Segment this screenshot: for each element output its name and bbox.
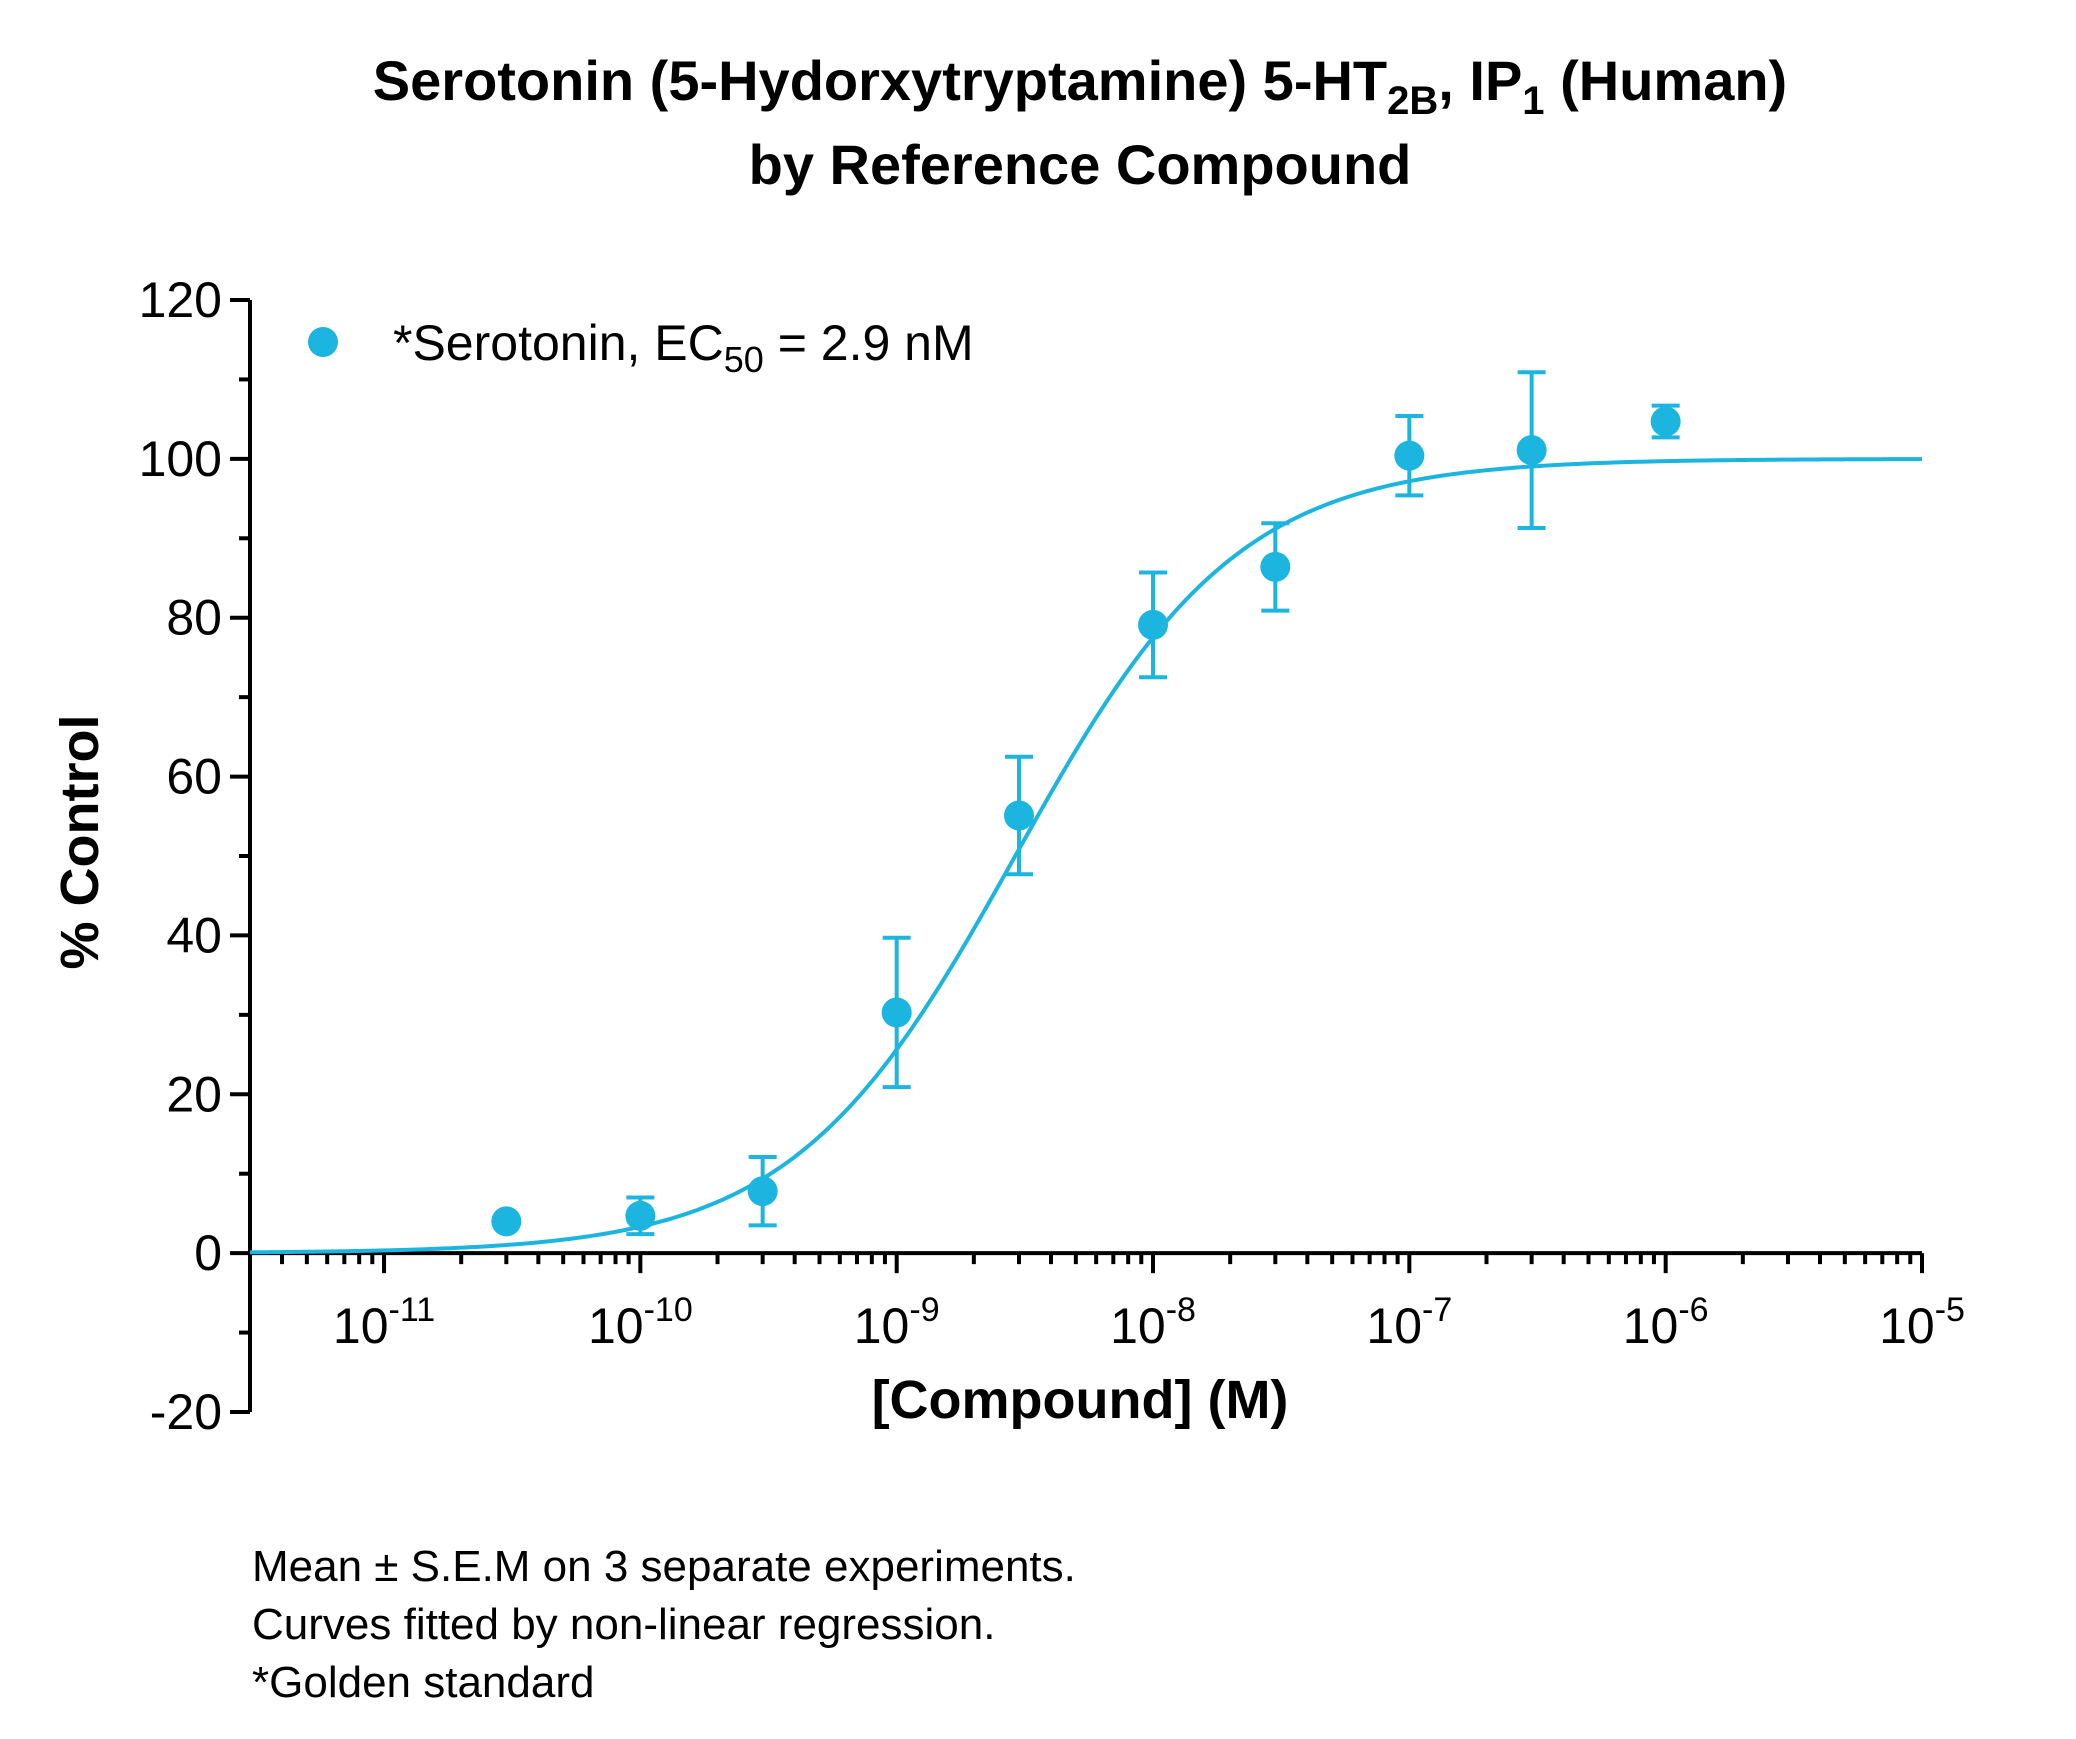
data-point xyxy=(491,1206,522,1237)
legend: *Serotonin, EC50 = 2.9 nM xyxy=(308,315,974,380)
legend-marker xyxy=(308,327,338,357)
y-tick-label: -20 xyxy=(150,1384,222,1440)
data-points-layer xyxy=(491,370,1681,1237)
data-point xyxy=(747,1176,778,1207)
y-tick-label: 100 xyxy=(139,431,222,487)
y-tick-label: 20 xyxy=(166,1066,222,1122)
x-tick-label: 10-9 xyxy=(854,1291,940,1354)
y-tick-label: 120 xyxy=(139,272,222,328)
x-tick-label: 10-11 xyxy=(333,1291,435,1354)
legend-label: *Serotonin, EC50 = 2.9 nM xyxy=(393,315,974,380)
footnote-line: Mean ± S.E.M on 3 separate experiments. xyxy=(252,1542,1076,1591)
data-point xyxy=(1516,435,1547,466)
data-point xyxy=(1138,609,1169,640)
footnote-line: *Golden standard xyxy=(252,1658,595,1707)
x-tick-label: 10-5 xyxy=(1879,1291,1965,1354)
chart-title-line1: Serotonin (5-Hydorxytryptamine) 5-HT2B, … xyxy=(373,49,1787,123)
x-tick-label: 10-6 xyxy=(1623,1291,1709,1354)
data-point xyxy=(625,1200,656,1231)
chart-title-line2: by Reference Compound xyxy=(749,133,1412,196)
x-axis-label: [Compound] (M) xyxy=(872,1370,1289,1430)
footnotes: Mean ± S.E.M on 3 separate experiments. … xyxy=(252,1538,1076,1712)
data-point xyxy=(1003,800,1034,831)
y-axis-label: % Control xyxy=(50,715,110,970)
y-tick-label: 80 xyxy=(166,590,222,646)
data-point xyxy=(1260,551,1291,582)
x-tick-label: 10-10 xyxy=(588,1291,693,1354)
fitted-curve-layer xyxy=(249,457,1923,1255)
y-tick-label: 0 xyxy=(194,1225,222,1281)
axes: -20 0 20 40 60 80 100 120 10-11 10-10 10-9 10-8 10-7… xyxy=(139,272,1965,1440)
y-tick-label: 40 xyxy=(166,907,222,963)
footnote-line: Curves fitted by non-linear regression. xyxy=(252,1600,996,1649)
data-point xyxy=(1650,406,1681,437)
fitted-curve xyxy=(249,457,1923,1255)
x-tick-label: 10-8 xyxy=(1110,1291,1196,1354)
data-point xyxy=(881,997,912,1028)
data-point xyxy=(1394,440,1425,471)
x-tick-label: 10-7 xyxy=(1366,1291,1452,1354)
y-tick-label: 60 xyxy=(166,749,222,805)
